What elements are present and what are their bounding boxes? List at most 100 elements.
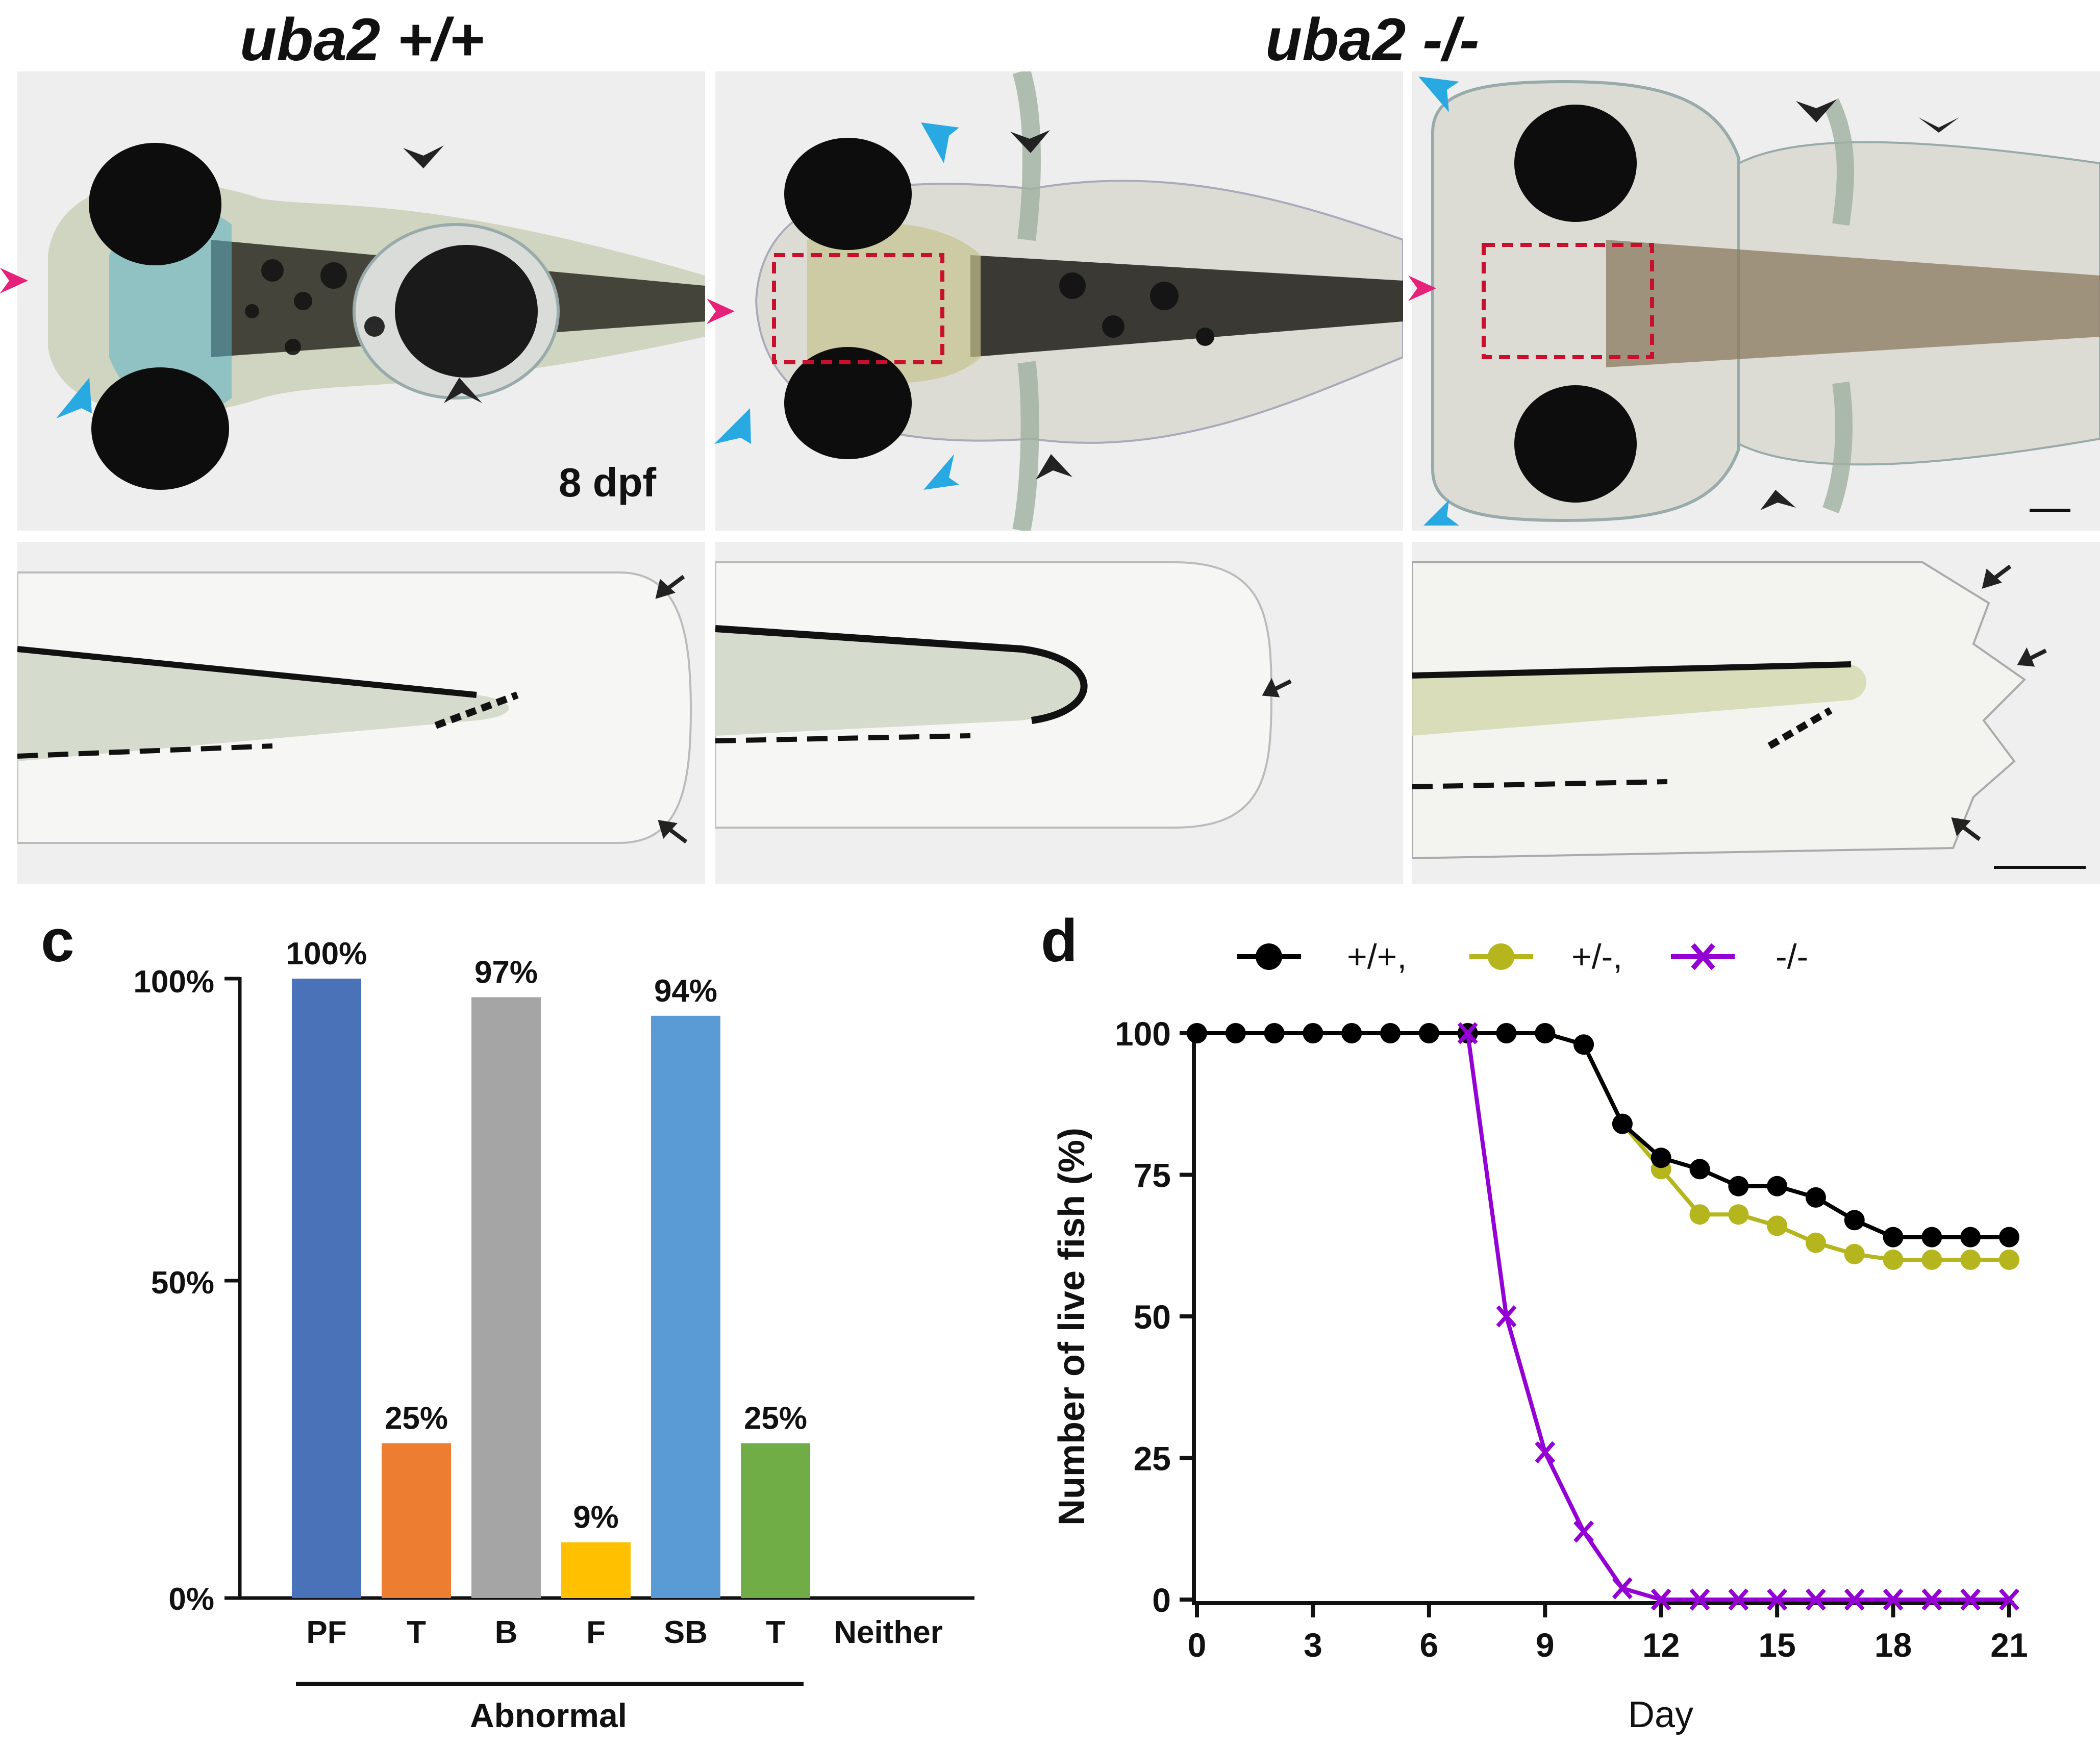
x-tick-label: 15 xyxy=(1758,1626,1795,1664)
data-point xyxy=(1535,1441,1556,1464)
data-point xyxy=(1612,1113,1633,1134)
data-point xyxy=(1651,1588,1671,1611)
data-point xyxy=(1999,1227,2019,1248)
y-tick-label: 0% xyxy=(168,1582,214,1617)
data-point xyxy=(1844,1210,1865,1231)
data-point xyxy=(1960,1227,1981,1248)
x-tick-label: Neither xyxy=(834,1615,943,1650)
data-point xyxy=(1418,1023,1439,1043)
bar xyxy=(292,979,361,1598)
data-point xyxy=(1303,1023,1323,1043)
legend-label: +/+, xyxy=(1347,937,1407,976)
black-arrow-icon xyxy=(655,564,2047,844)
data-point xyxy=(1805,1187,1826,1208)
bar xyxy=(382,1443,451,1598)
y-tick-label: 100% xyxy=(133,964,214,1000)
data-point xyxy=(1883,1227,1904,1248)
data-point xyxy=(1805,1588,1826,1611)
axes: 0 25 50 75 100 0 3 6 9 12 15 18 21 xyxy=(1115,1015,2028,1664)
legend-item-heterozygous: +/-, xyxy=(1469,937,1622,976)
genotype-label-mutant: uba2 -/- xyxy=(1265,6,1480,73)
data-point xyxy=(1999,1588,2019,1611)
x-tick-label: T xyxy=(407,1615,426,1650)
x-tick-label: PF xyxy=(306,1615,346,1650)
data-point xyxy=(1921,1227,1942,1248)
x-tick-label: 18 xyxy=(1874,1626,1912,1664)
arrowhead-overlay-a xyxy=(0,77,1959,526)
x-tick-label: T xyxy=(766,1615,785,1650)
legend-label: -/- xyxy=(1776,937,1808,976)
x-tick-label: F xyxy=(586,1615,606,1650)
data-point xyxy=(1264,1023,1285,1043)
data-point xyxy=(1573,1520,1594,1543)
bar-value-label: 25% xyxy=(744,1401,807,1436)
bar-value-label: 97% xyxy=(474,955,538,990)
data-point xyxy=(1728,1588,1749,1611)
arrow-overlay-b xyxy=(655,564,2047,844)
x-tick-label: 21 xyxy=(1990,1626,2028,1664)
x-tick-label: B xyxy=(495,1615,518,1650)
y-axis-label: Number of live fish (%) xyxy=(1052,1128,1092,1526)
data-point xyxy=(1767,1215,1788,1236)
bar-value-label: 94% xyxy=(654,974,717,1009)
y-tick-label: 50 xyxy=(1134,1298,1171,1336)
micrograph-a-mutant-2 xyxy=(1412,71,2100,531)
x-axis-label: Day xyxy=(1628,1694,1693,1735)
x-tick-label: 12 xyxy=(1642,1626,1680,1664)
data-point xyxy=(1612,1577,1633,1600)
legend-item-mutant: -/- xyxy=(1671,937,1808,976)
micrograph-a-mutant-1 xyxy=(715,71,1403,531)
bar-value-label: 100% xyxy=(286,936,367,971)
panel-letter-d: d xyxy=(1041,907,1078,975)
bar-value-label: 9% xyxy=(573,1500,619,1535)
magenta-arrowhead-icon xyxy=(0,268,1436,324)
group-label: Abnormal xyxy=(470,1697,627,1734)
data-point xyxy=(1225,1023,1246,1043)
data-point xyxy=(1689,1204,1710,1225)
genotype-label-wildtype: uba2 +/+ xyxy=(240,6,484,73)
black-arrowhead-icon xyxy=(403,99,1959,510)
data-point xyxy=(1187,1023,1207,1043)
x-tick-label: 3 xyxy=(1304,1626,1322,1664)
data-point xyxy=(1960,1588,1981,1611)
data-point xyxy=(1651,1148,1671,1168)
bar xyxy=(561,1542,631,1598)
micrograph-a-wildtype xyxy=(17,71,705,531)
data-point xyxy=(1883,1588,1904,1611)
data-point xyxy=(1883,1250,1904,1270)
data-point xyxy=(1457,1022,1478,1044)
y-tick-label: 0 xyxy=(1152,1581,1171,1619)
y-tick-label: 25 xyxy=(1134,1440,1171,1478)
legend: +/+, +/-, -/- xyxy=(1237,937,1808,976)
x-tick-label: 0 xyxy=(1188,1626,1207,1664)
data-point xyxy=(1921,1588,1942,1611)
bar xyxy=(471,997,541,1598)
data-point xyxy=(1999,1250,2019,1270)
data-point xyxy=(1844,1243,1865,1264)
bar-value-label: 25% xyxy=(385,1401,448,1436)
data-point xyxy=(1573,1034,1594,1055)
micrograph-b-mutant-1 xyxy=(715,542,1403,884)
data-point xyxy=(1844,1588,1865,1611)
data-point xyxy=(1728,1176,1749,1196)
series-line xyxy=(1197,1031,2009,1262)
y-tick-label: 50% xyxy=(151,1265,214,1301)
data-point xyxy=(1496,1023,1517,1043)
y-axis xyxy=(224,977,242,1600)
series-line xyxy=(1197,1031,2009,1239)
data-point xyxy=(1535,1023,1556,1043)
x-tick-label: 9 xyxy=(1536,1626,1555,1664)
y-tick-label: 75 xyxy=(1134,1157,1171,1194)
bar xyxy=(651,1015,720,1598)
data-point xyxy=(1496,1305,1517,1328)
data-point xyxy=(1921,1250,1942,1270)
data-point xyxy=(1689,1159,1710,1180)
bar-chart-phenotype: 100% 50% 0% 100% PF 25% T 97% B 9% F 94% SB 25% T Ne… xyxy=(133,936,974,1734)
bars: 100% PF 25% T 97% B 9% F 94% SB 25% T Neither xyxy=(286,936,943,1650)
stage-label: 8 dpf xyxy=(559,460,657,505)
panel-letter-c: c xyxy=(41,907,74,975)
x-tick-label: 6 xyxy=(1419,1626,1438,1664)
bar xyxy=(741,1443,810,1598)
data-point xyxy=(1689,1588,1710,1611)
legend-label: +/-, xyxy=(1571,937,1622,976)
